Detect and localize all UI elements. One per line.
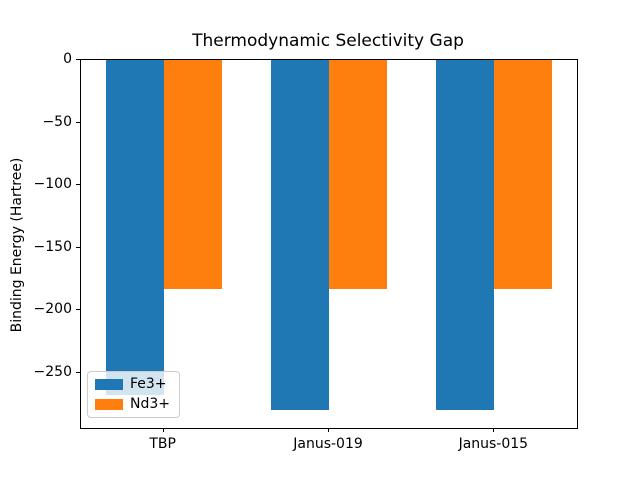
axes (80, 59, 578, 429)
y-tick-label-4: −200 (33, 301, 72, 318)
chart-title: Thermodynamic Selectivity Gap (192, 31, 464, 51)
y-tick-label-2: −100 (33, 176, 72, 193)
y-tick-label-5: −250 (33, 363, 72, 380)
legend-item-nd3: Nd3+ (95, 397, 170, 412)
x-tick-mark-2 (493, 428, 495, 432)
y-tick-label-0: 0 (63, 51, 72, 67)
x-tick-label-tbp: TBP (149, 436, 176, 452)
bar-nd3-janus-019 (329, 60, 387, 290)
y-tick-mark-4 (76, 309, 80, 311)
y-tick-mark-0 (76, 59, 80, 60)
legend-item-fe3: Fe3+ (95, 377, 170, 392)
bar-fe3-janus-019 (271, 60, 329, 411)
legend-label-fe3: Fe3+ (130, 376, 167, 392)
x-tick-label-janus-015: Janus-015 (458, 436, 529, 452)
bar-nd3-tbp (163, 60, 222, 290)
y-tick-mark-2 (76, 184, 80, 186)
y-tick-mark-3 (76, 246, 80, 248)
bar-nd3-janus-015 (494, 60, 553, 290)
x-tick-mark-0 (162, 428, 164, 432)
fe3-swatch-icon (95, 379, 123, 390)
x-tick-mark-1 (328, 428, 329, 432)
y-tick-mark-1 (76, 121, 80, 123)
legend-label-nd3: Nd3+ (130, 396, 170, 412)
y-tick-mark-5 (76, 371, 80, 373)
bar-fe3-tbp (105, 60, 164, 396)
legend: Fe3+ Nd3+ (87, 371, 180, 418)
y-tick-label-3: −150 (33, 238, 72, 255)
x-tick-label-janus-019: Janus-019 (293, 436, 363, 452)
bar-fe3-janus-015 (436, 60, 495, 411)
y-tick-label-1: −50 (42, 113, 72, 130)
nd3-swatch-icon (95, 399, 123, 410)
